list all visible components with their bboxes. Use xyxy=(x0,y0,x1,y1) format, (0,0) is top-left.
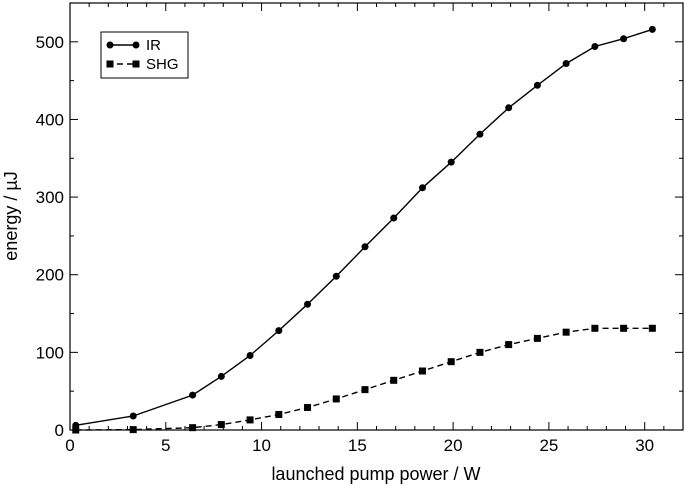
data-point-shg xyxy=(246,416,254,424)
x-tick-label: 15 xyxy=(348,436,367,455)
y-tick-label: 0 xyxy=(55,421,64,440)
x-tick-label: 20 xyxy=(444,436,463,455)
legend-shg-marker xyxy=(106,60,114,68)
data-point-ir xyxy=(447,158,455,166)
data-point-shg xyxy=(533,334,541,342)
x-axis-title: launched pump power / W xyxy=(271,464,480,484)
data-point-shg xyxy=(591,324,599,332)
data-point-shg xyxy=(72,426,80,434)
data-point-shg xyxy=(476,348,484,356)
x-tick-label: 10 xyxy=(252,436,271,455)
x-tick-label: 0 xyxy=(65,436,74,455)
data-point-ir xyxy=(620,35,628,43)
data-point-shg xyxy=(217,421,225,429)
legend-ir-marker xyxy=(106,41,114,49)
data-point-ir xyxy=(332,272,340,280)
data-point-shg xyxy=(620,324,628,332)
data-point-shg xyxy=(332,395,340,403)
data-point-shg xyxy=(129,426,137,434)
legend-box xyxy=(100,31,189,79)
data-point-shg xyxy=(390,376,398,384)
data-point-shg xyxy=(361,386,369,394)
data-point-ir xyxy=(390,214,398,222)
y-axis-title: energy / µJ xyxy=(1,171,21,260)
data-point-ir xyxy=(418,184,426,192)
series-markers xyxy=(72,25,656,434)
data-point-shg xyxy=(505,341,513,349)
data-point-ir xyxy=(361,243,369,251)
legend-shg-marker-end xyxy=(132,60,140,68)
data-point-ir xyxy=(505,104,513,112)
data-point-ir xyxy=(476,130,484,138)
series-lines xyxy=(75,28,653,431)
data-point-ir xyxy=(591,42,599,50)
data-point-shg xyxy=(648,324,656,332)
data-point-ir xyxy=(648,25,656,33)
data-point-ir xyxy=(217,372,225,380)
series-line-ir xyxy=(75,28,653,426)
x-tick-label: 25 xyxy=(539,436,558,455)
x-tick-label: 30 xyxy=(635,436,654,455)
series-line-shg xyxy=(75,327,653,431)
data-point-ir xyxy=(189,391,197,399)
legend-ir-label: IR xyxy=(146,37,161,54)
data-point-ir xyxy=(275,327,283,335)
data-point-ir xyxy=(246,351,254,359)
legend-shg-label: SHG xyxy=(146,56,179,73)
data-point-shg xyxy=(562,328,570,336)
data-point-shg xyxy=(189,424,197,432)
axis-ticks xyxy=(69,3,683,431)
data-point-shg xyxy=(447,358,455,366)
y-tick-label: 300 xyxy=(36,188,64,207)
data-point-shg xyxy=(304,403,312,411)
data-point-ir xyxy=(533,81,541,89)
x-tick-label: 5 xyxy=(161,436,170,455)
data-point-ir xyxy=(129,412,137,420)
data-point-ir xyxy=(304,300,312,308)
y-tick-label: 400 xyxy=(36,110,64,129)
legend-ir-marker-end xyxy=(132,41,140,49)
legend: IR SHG xyxy=(100,31,189,79)
y-tick-label: 500 xyxy=(36,33,64,52)
data-point-shg xyxy=(418,367,426,375)
y-tick-label: 200 xyxy=(36,266,64,285)
y-tick-label: 100 xyxy=(36,343,64,362)
data-point-shg xyxy=(275,410,283,418)
data-point-ir xyxy=(562,60,570,68)
